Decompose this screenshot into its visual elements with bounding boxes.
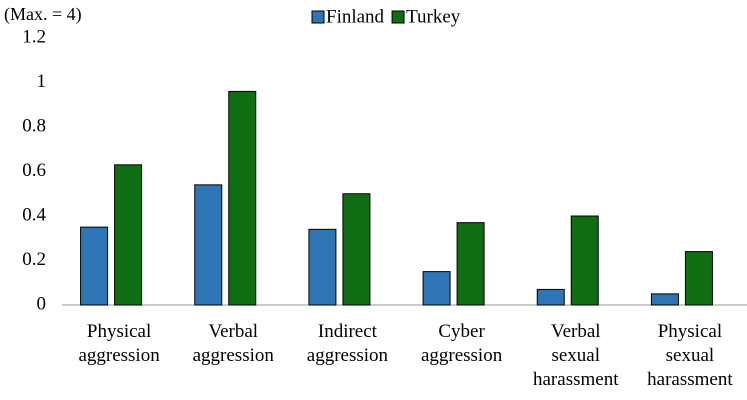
- bar: [194, 184, 223, 306]
- bar: [422, 271, 451, 306]
- bar: [684, 251, 713, 306]
- y-tick-label: 1: [37, 71, 47, 92]
- y-tick-label: 0.2: [22, 249, 46, 270]
- bar: [650, 293, 679, 306]
- y-tick-label: 0.8: [22, 115, 46, 136]
- y-tick-label: 0.6: [22, 160, 46, 181]
- bar: [80, 226, 109, 306]
- bar: [536, 288, 565, 306]
- bar: [456, 222, 485, 306]
- bar: [570, 215, 599, 306]
- legend-swatch: [391, 10, 405, 24]
- x-tick-label: Verbal aggression: [193, 321, 275, 366]
- legend-label: Turkey: [406, 6, 461, 27]
- y-tick-label: 0: [37, 293, 47, 314]
- x-tick-label: Cyber aggression: [421, 321, 503, 366]
- x-tick-label: Indirect aggression: [307, 321, 389, 366]
- bar: [308, 228, 337, 306]
- annotation: (Max. = 4): [4, 4, 82, 25]
- bar: [228, 90, 257, 306]
- bar: [342, 193, 371, 306]
- y-tick-label: 1.2: [22, 26, 46, 47]
- legend-label: Finland: [326, 6, 385, 27]
- bar: [114, 164, 143, 306]
- y-tick-label: 0.4: [22, 204, 46, 225]
- legend-swatch: [311, 10, 325, 24]
- x-tick-label: Verbal sexual harassment: [533, 321, 619, 390]
- x-tick-label: Physical aggression: [78, 321, 160, 366]
- x-tick-label: Physical sexual harassment: [647, 321, 733, 390]
